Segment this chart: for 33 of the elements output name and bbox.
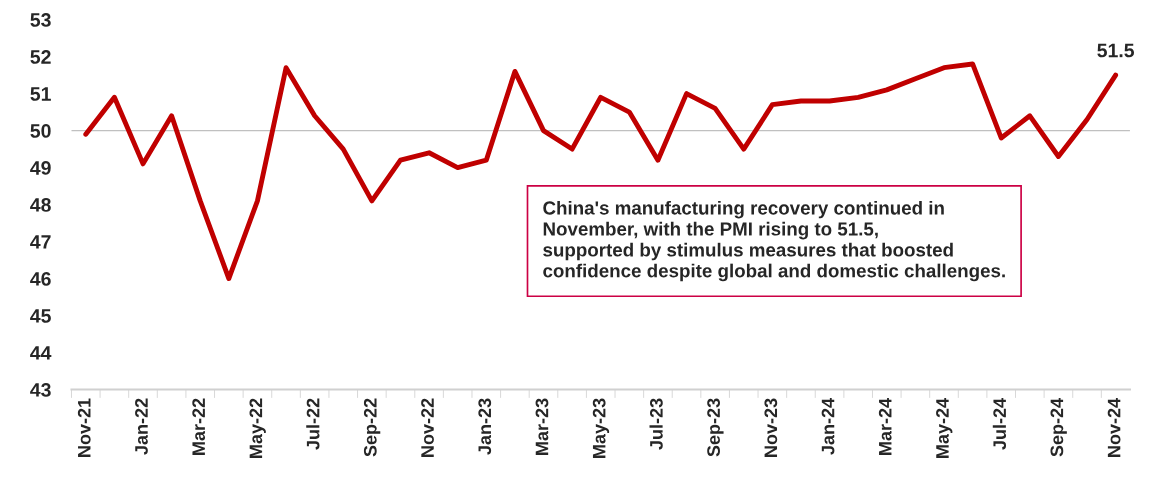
x-tick-label: Jan-22	[135, 398, 148, 455]
x-tick-label: May-23	[592, 398, 610, 458]
x-tick-label: Jul-23	[649, 398, 663, 450]
x-tick-label: May-24	[936, 397, 953, 458]
x-tick-label: Mar-23	[535, 398, 549, 455]
x-tick-label: May-22	[249, 398, 266, 458]
x-tick-label: Nov-21	[77, 398, 91, 457]
y-tick-label: 49	[30, 161, 51, 175]
y-tick-label: 51	[30, 87, 51, 101]
y-tick-label: 45	[30, 309, 51, 323]
x-tick-label: Sep-22	[363, 398, 381, 457]
x-tick-label: Jan-23	[478, 398, 492, 455]
x-tick-label: Mar-22	[192, 398, 206, 455]
y-tick-label: 52	[30, 50, 51, 64]
data-label: 51.5	[1097, 43, 1135, 58]
annotation: China's manufacturing recovery continued in November, with the PMI rising to 51.5, supported by stimulus measures that boosted confidence despite global and domestic challenges.	[543, 200, 1005, 282]
x-tick-label: Nov-24	[1107, 397, 1121, 457]
y-tick-label: 47	[30, 235, 51, 249]
x-tick-label: Jan-24	[821, 397, 835, 455]
x-tick-label: Mar-24	[878, 397, 892, 455]
x-tick-label: Nov-23	[764, 398, 778, 457]
y-tick-label: 46	[30, 272, 51, 286]
x-tick-label: Jul-24	[992, 397, 1007, 450]
line-series	[83, 61, 1119, 281]
y-tick-label: 48	[30, 198, 51, 212]
x-tick-label: Sep-23	[707, 398, 724, 457]
x-tick-label: Nov-22	[421, 398, 434, 457]
y-tick-label: 43	[30, 383, 51, 397]
x-tick-label: Sep-24	[1050, 397, 1067, 457]
y-tick-label: 50	[30, 124, 51, 138]
x-tick-label: Jul-22	[306, 398, 320, 450]
y-tick-label: 53	[30, 13, 51, 27]
y-tick-label: 44	[30, 346, 52, 360]
